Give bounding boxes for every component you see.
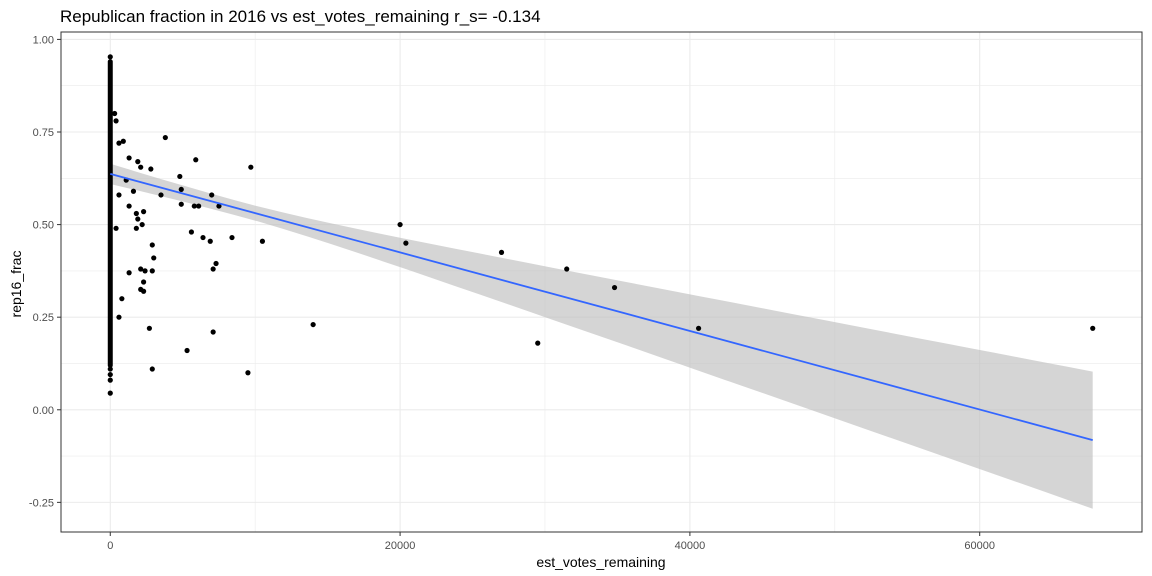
data-point bbox=[1090, 325, 1096, 331]
confidence-ribbon bbox=[110, 163, 1093, 509]
data-point bbox=[188, 229, 195, 235]
data-point bbox=[178, 186, 184, 193]
data-point bbox=[210, 266, 216, 272]
data-point bbox=[310, 321, 316, 328]
data-point bbox=[140, 279, 147, 285]
data-point bbox=[135, 159, 141, 165]
data-point bbox=[209, 192, 215, 198]
data-point bbox=[259, 238, 266, 244]
data-point bbox=[535, 340, 541, 346]
data-point bbox=[138, 266, 144, 272]
data-point bbox=[213, 260, 219, 267]
data-point bbox=[133, 210, 139, 217]
y-tick-label: 0.50 bbox=[33, 220, 54, 232]
data-point bbox=[611, 284, 618, 291]
data-point bbox=[113, 225, 119, 231]
data-point bbox=[126, 203, 132, 209]
data-point bbox=[116, 140, 122, 146]
x-axis-title: est_votes_remaining bbox=[536, 554, 665, 570]
x-tick-label: 40000 bbox=[675, 540, 706, 552]
data-point bbox=[149, 242, 155, 248]
data-point bbox=[207, 238, 213, 244]
data-point bbox=[564, 266, 570, 272]
data-point bbox=[116, 192, 122, 198]
y-tick-label: 0.00 bbox=[33, 405, 54, 417]
data-point bbox=[120, 138, 126, 144]
y-axis-title: rep16_frac bbox=[8, 251, 24, 318]
data-point bbox=[107, 371, 113, 378]
data-point bbox=[142, 268, 148, 274]
y-tick-label: 1.00 bbox=[33, 34, 54, 46]
data-point bbox=[695, 325, 702, 331]
data-point bbox=[148, 166, 154, 172]
data-point bbox=[210, 329, 216, 335]
data-point bbox=[191, 203, 197, 209]
regression-line bbox=[110, 172, 1093, 442]
data-point bbox=[229, 234, 235, 241]
data-point bbox=[200, 234, 206, 241]
chart-title: Republican fraction in 2016 vs est_votes… bbox=[60, 7, 541, 26]
data-point bbox=[498, 249, 505, 255]
data-point bbox=[107, 54, 113, 60]
data-point bbox=[126, 270, 132, 276]
x-tick-label: 20000 bbox=[385, 540, 416, 552]
data-point bbox=[130, 188, 137, 194]
data-point bbox=[138, 164, 144, 170]
y-tick-label: 0.75 bbox=[33, 127, 54, 139]
data-point bbox=[184, 347, 190, 354]
data-point bbox=[149, 366, 155, 372]
y-tick-label: 0.25 bbox=[33, 312, 54, 324]
data-point bbox=[146, 325, 152, 331]
data-point bbox=[133, 225, 139, 231]
fit-line bbox=[110, 172, 1093, 442]
axis-ticks: 0 20000 40000 60000 -0.25 0.00 0.25 0.50 0.75 1.0… bbox=[29, 34, 995, 552]
data-point bbox=[112, 110, 118, 117]
data-point bbox=[113, 118, 119, 124]
panel-border bbox=[60, 31, 1143, 533]
data-point bbox=[140, 209, 147, 215]
x-tick-label: 60000 bbox=[964, 540, 995, 552]
data-point bbox=[107, 390, 113, 396]
data-point bbox=[126, 155, 132, 161]
data-point bbox=[119, 296, 125, 302]
data-point bbox=[151, 255, 157, 261]
y-tick-label: -0.25 bbox=[29, 497, 54, 509]
data-point bbox=[245, 370, 251, 376]
confidence-band bbox=[110, 163, 1093, 509]
data-point bbox=[397, 221, 403, 228]
data-point bbox=[135, 216, 141, 222]
data-point bbox=[248, 164, 254, 170]
data-point bbox=[107, 366, 113, 372]
data-point bbox=[177, 173, 183, 180]
data-point bbox=[107, 377, 113, 383]
data-point bbox=[139, 221, 145, 228]
x-tick-label: 0 bbox=[107, 540, 113, 552]
data-points bbox=[107, 54, 1096, 396]
data-point bbox=[403, 240, 409, 246]
data-point bbox=[216, 203, 222, 209]
data-point bbox=[116, 314, 122, 320]
data-point bbox=[196, 203, 202, 209]
data-point bbox=[178, 201, 184, 207]
data-point bbox=[140, 288, 147, 294]
data-point bbox=[162, 134, 168, 141]
data-point bbox=[149, 268, 155, 274]
data-point bbox=[158, 192, 164, 198]
data-point bbox=[193, 157, 199, 163]
